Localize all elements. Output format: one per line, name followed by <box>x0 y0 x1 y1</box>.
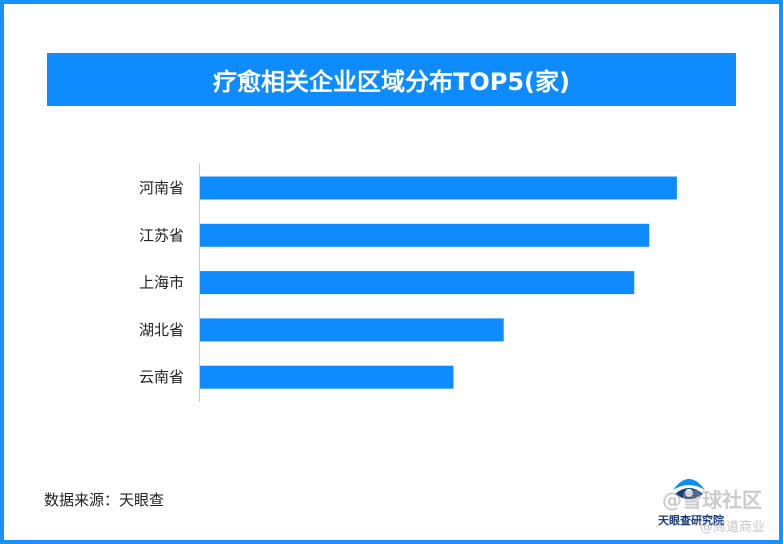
watermark-line2: @周道商业 <box>700 520 766 535</box>
data-source-note: 数据来源：天眼查 <box>44 491 165 509</box>
eye-logo-icon <box>673 479 705 499</box>
tianyancha-logo: 天眼查研究院 <box>652 468 777 534</box>
logo-text: 天眼查研究院 <box>658 514 724 527</box>
bars-layer <box>200 176 677 389</box>
category-label-5: 云南省 <box>139 368 184 386</box>
bar-3 <box>200 271 635 295</box>
category-label-4: 湖北省 <box>139 321 184 339</box>
bar-2 <box>200 223 650 247</box>
bar-5 <box>200 365 454 389</box>
category-label-3: 上海市 <box>139 274 184 292</box>
chart-title: 疗愈相关企业区域分布TOP5(家) <box>47 53 736 106</box>
category-label-1: 河南省 <box>139 179 184 197</box>
watermark-line1: @雪球社区 <box>662 488 762 512</box>
bar-1 <box>200 176 677 200</box>
bar-4 <box>200 318 504 342</box>
category-label-2: 江苏省 <box>139 226 184 244</box>
